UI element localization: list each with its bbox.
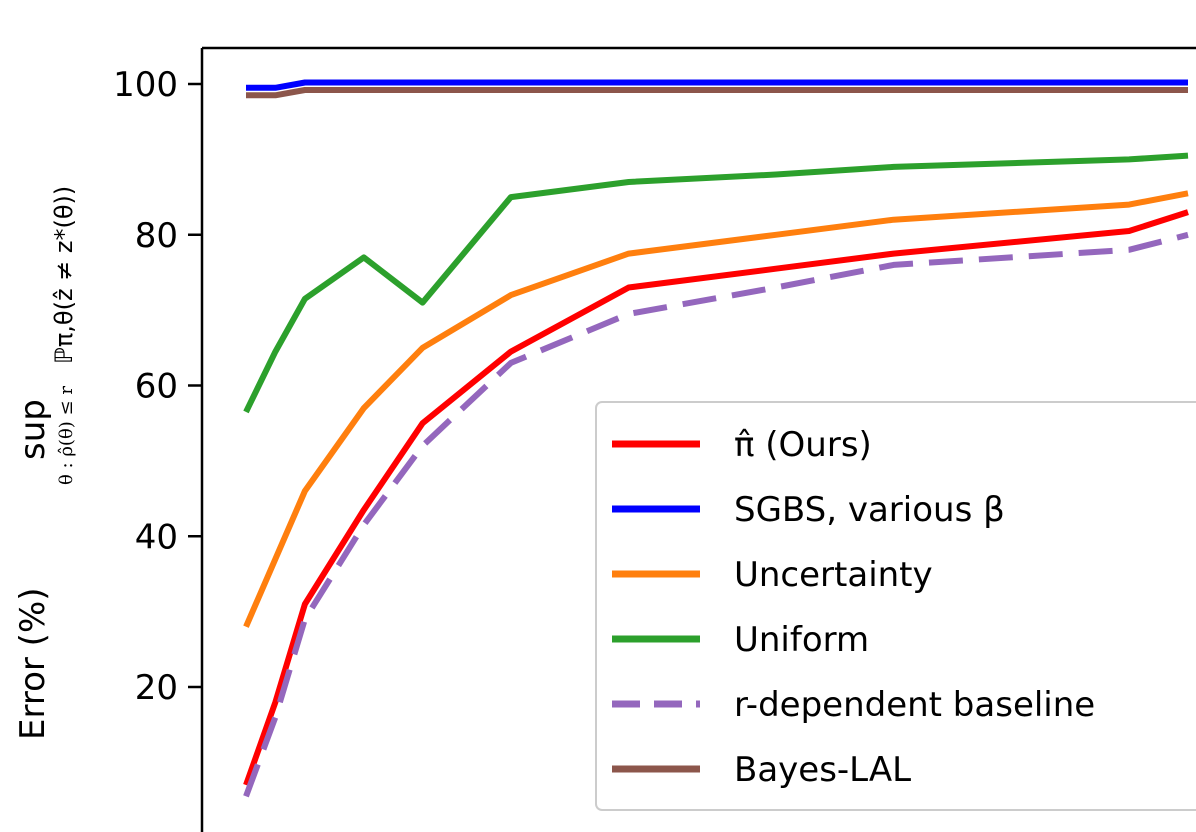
y-tick-label: 40 [135, 517, 178, 557]
legend-label: π̂ (Ours) [734, 425, 872, 465]
y-axis-label-sup-subscript: θ : ρ̂(θ) ≤ r [56, 386, 77, 485]
y-tick-label: 100 [113, 65, 178, 105]
y-axis-label-main: Error (%) [13, 587, 53, 740]
y-tick-label: 60 [135, 367, 178, 407]
legend-label: SGBS, various β [734, 490, 1005, 530]
legend-label: r-dependent baseline [734, 685, 1095, 725]
legend-label: Bayes-LAL [734, 750, 911, 790]
series-line-1 [246, 79, 1188, 91]
y-tick-label: 80 [135, 216, 178, 256]
y-tick-label: 20 [135, 668, 178, 708]
series-line-0 [243, 209, 1189, 787]
series-lines [243, 79, 1189, 798]
y-axis-ticks: 20 40 60 80 100 [113, 65, 202, 708]
series-line-2 [243, 190, 1189, 628]
legend-label: Uniform [734, 620, 869, 660]
y-axis-label-sup: sup [13, 399, 53, 460]
legend-box [595, 401, 1196, 811]
series-line-5 [246, 87, 1188, 99]
series-line-3 [243, 152, 1189, 414]
legend: π̂ (Ours) SGBS, various β Uncertainty Unifo… [595, 401, 1196, 811]
series-line-4 [243, 231, 1189, 798]
legend-label: Uncertainty [734, 555, 933, 595]
y-axis-label-probability: ℙπ,θ(ẑ ≠ z*(θ)) [50, 186, 78, 364]
y-axis-label: Error (%) sup θ : ρ̂(θ) ≤ r ℙπ,θ(ẑ ≠ z*(… [13, 186, 78, 740]
